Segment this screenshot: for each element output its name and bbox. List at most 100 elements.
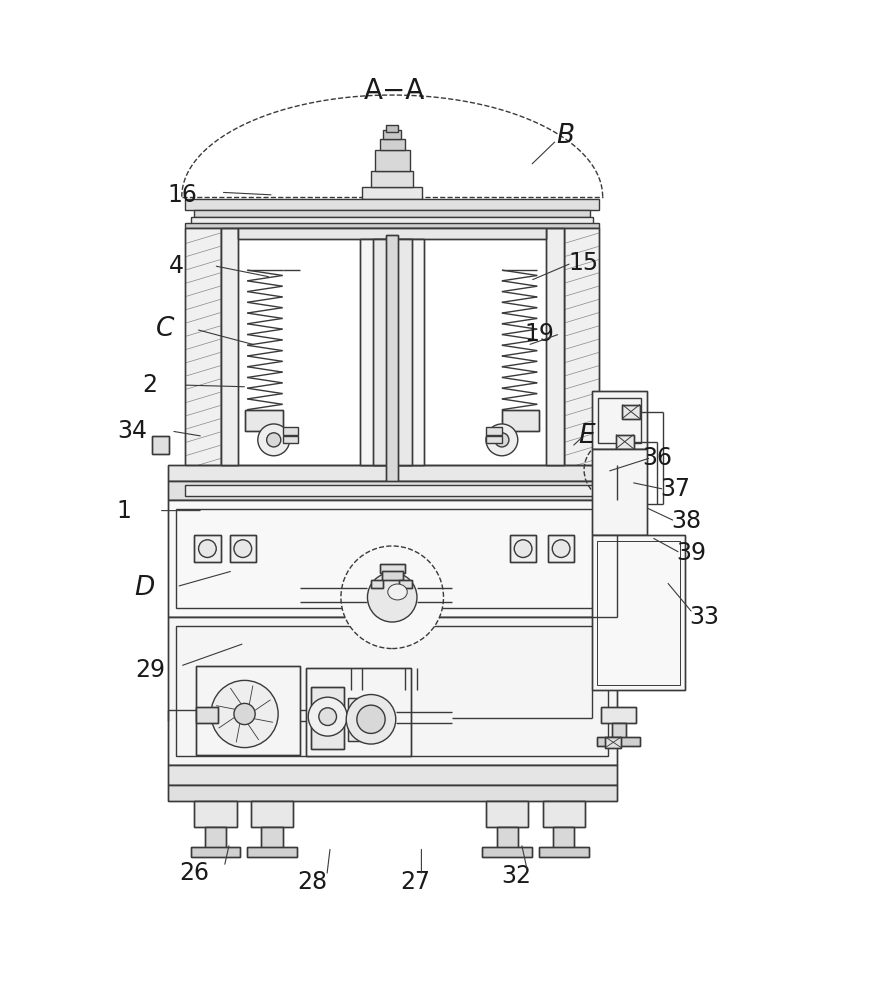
Bar: [194, 801, 237, 827]
Bar: [596, 541, 679, 685]
Bar: [167, 500, 616, 617]
Circle shape: [307, 697, 346, 736]
Bar: [482, 847, 532, 857]
Circle shape: [494, 433, 509, 447]
Bar: [167, 481, 616, 500]
Bar: [185, 199, 598, 210]
Bar: [194, 535, 221, 562]
Bar: [621, 405, 639, 419]
Bar: [385, 125, 398, 132]
Bar: [399, 580, 411, 588]
Text: B: B: [556, 123, 574, 149]
Bar: [482, 847, 532, 857]
Bar: [486, 801, 528, 827]
Bar: [190, 847, 240, 857]
Bar: [591, 535, 684, 690]
Bar: [546, 228, 563, 465]
Bar: [553, 827, 574, 849]
Bar: [251, 801, 293, 827]
Bar: [221, 228, 238, 465]
Bar: [539, 847, 587, 857]
Bar: [602, 456, 626, 475]
Bar: [245, 410, 283, 431]
Circle shape: [258, 424, 290, 456]
Bar: [347, 698, 374, 741]
Bar: [621, 405, 639, 419]
Bar: [385, 235, 398, 690]
Circle shape: [367, 573, 416, 622]
Bar: [360, 239, 424, 465]
Text: 1: 1: [116, 499, 131, 523]
Bar: [596, 737, 639, 746]
Bar: [591, 449, 646, 535]
Bar: [190, 847, 240, 857]
Bar: [615, 435, 633, 449]
Circle shape: [234, 540, 252, 557]
Bar: [385, 235, 398, 690]
Bar: [604, 737, 620, 748]
Bar: [606, 465, 622, 500]
Bar: [370, 580, 383, 588]
Bar: [610, 723, 625, 739]
Bar: [496, 827, 517, 849]
Bar: [597, 398, 640, 443]
Bar: [347, 698, 374, 741]
Bar: [283, 436, 299, 443]
Bar: [602, 456, 626, 475]
Bar: [399, 580, 411, 588]
Bar: [167, 465, 616, 481]
Bar: [600, 707, 635, 723]
Bar: [176, 626, 607, 756]
Bar: [610, 723, 625, 739]
Bar: [372, 239, 411, 465]
Text: 27: 27: [400, 870, 430, 894]
Bar: [196, 707, 218, 723]
Bar: [372, 239, 411, 465]
Bar: [591, 391, 646, 449]
Bar: [486, 436, 501, 443]
Bar: [310, 687, 344, 749]
Bar: [245, 410, 283, 431]
Bar: [606, 465, 622, 500]
Bar: [167, 465, 616, 481]
Bar: [542, 801, 584, 827]
Bar: [306, 668, 410, 756]
Bar: [539, 847, 587, 857]
Bar: [600, 707, 635, 723]
Text: 28: 28: [297, 870, 327, 894]
Bar: [167, 785, 616, 801]
Bar: [596, 737, 639, 746]
Text: 16: 16: [167, 183, 198, 207]
Circle shape: [211, 680, 278, 748]
Bar: [167, 785, 616, 801]
Bar: [374, 150, 409, 171]
Ellipse shape: [387, 584, 407, 600]
Text: 37: 37: [659, 477, 689, 501]
Bar: [176, 509, 607, 608]
Bar: [379, 139, 404, 150]
Bar: [196, 707, 218, 723]
Bar: [548, 535, 574, 562]
Circle shape: [486, 424, 517, 456]
Bar: [167, 765, 616, 785]
Bar: [370, 171, 413, 187]
Bar: [501, 410, 539, 431]
Bar: [247, 847, 297, 857]
Bar: [194, 535, 221, 562]
Bar: [548, 535, 574, 562]
Bar: [152, 436, 169, 454]
Bar: [229, 535, 256, 562]
Bar: [251, 801, 293, 827]
Circle shape: [340, 546, 443, 649]
Bar: [486, 801, 528, 827]
Bar: [238, 228, 546, 239]
Bar: [553, 827, 574, 849]
Bar: [185, 228, 221, 473]
Bar: [247, 847, 297, 857]
Bar: [185, 485, 598, 496]
Bar: [546, 228, 563, 465]
Bar: [542, 801, 584, 827]
Bar: [379, 564, 404, 573]
Bar: [283, 427, 299, 435]
Bar: [563, 228, 598, 473]
